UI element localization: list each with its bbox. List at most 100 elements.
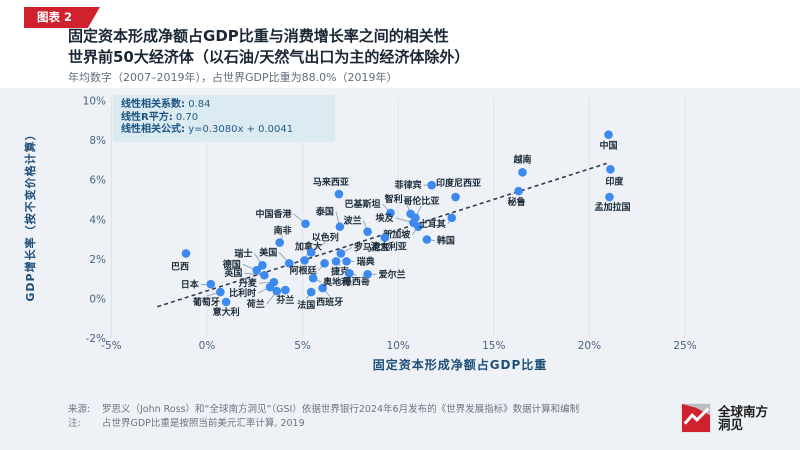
data-point-label: 英国: [223, 267, 242, 279]
data-point-label: 印度尼西亚: [436, 177, 481, 189]
data-point-label: 法国: [297, 299, 315, 311]
data-point: [345, 268, 354, 278]
data-point-label: 中国香港: [255, 208, 292, 220]
data-point-label: 比利时: [229, 287, 256, 299]
data-point: [320, 259, 329, 268]
data-point: [447, 213, 457, 223]
data-point: [514, 186, 523, 196]
data-point: [301, 219, 310, 229]
data-point-label: 罗马尼亚: [354, 242, 390, 253]
data-point: [216, 287, 225, 297]
data-point-label: 墨西哥: [343, 276, 370, 287]
data-point: [363, 269, 372, 279]
data-point-label: 瑞典: [357, 255, 375, 267]
footnotes: 来源: 罗思义（John Ross）和“全球南方洞见”（GSI）依据世界银行20…: [68, 403, 579, 430]
y-tick-label: -2%: [86, 333, 106, 345]
data-point-label: 澳大利亚: [371, 241, 407, 253]
data-point: [606, 165, 615, 174]
y-axis-title: GDP增长率（按不变价格计算）: [24, 128, 37, 302]
data-point: [413, 222, 423, 232]
data-point-label: 波兰: [344, 215, 362, 227]
data-point: [380, 233, 390, 242]
data-point-label: 哥伦比亚: [403, 195, 439, 207]
y-tick-label: 6%: [89, 175, 106, 187]
data-point: [272, 286, 282, 296]
data-point-label: 孟加拉国: [594, 201, 630, 213]
data-point: [518, 167, 527, 177]
data-point-label: 瑞士: [234, 247, 252, 259]
data-point: [281, 285, 290, 295]
data-point: [422, 235, 432, 244]
data-point: [252, 265, 262, 275]
y-tick-label: 8%: [89, 135, 106, 147]
data-point-label: 荷兰: [246, 298, 265, 310]
source-note: 来源: 罗思义（John Ross）和“全球南方洞见”（GSI）依据世界银行20…: [68, 404, 580, 415]
data-point-label: 巴西: [171, 261, 189, 272]
data-point-label: 葡萄牙: [192, 296, 220, 308]
data-point-label: 意大利: [213, 306, 240, 318]
y-tick-label: 4%: [89, 214, 106, 226]
data-point-label: 智利: [385, 193, 403, 205]
data-point-label: 芬兰: [275, 294, 294, 306]
data-point-label: 菲律宾: [395, 179, 422, 191]
y-tick-label: 10%: [83, 96, 106, 108]
data-point-label: 日本: [181, 279, 200, 291]
x-tick-label: 20%: [578, 340, 601, 352]
y-tick-label: 0%: [89, 294, 106, 306]
data-point-label: 印度: [605, 175, 624, 187]
figure-badge: 图表 2: [24, 7, 100, 28]
x-tick-label: 15%: [482, 340, 505, 352]
gsi-logo: 全球南方 洞见: [681, 403, 768, 433]
data-point: [451, 192, 460, 202]
data-point: [275, 238, 284, 247]
data-point: [386, 208, 395, 218]
stat-equation: 线性相关公式: y=0.3080x + 0.0041: [121, 124, 294, 135]
subtitle: 年均数字（2007–2019年），占世界GDP比重为88.0%（2019年）: [68, 71, 398, 84]
data-point: [334, 189, 344, 199]
data-point: [221, 297, 231, 307]
data-point-label: 西班牙: [316, 296, 343, 308]
data-point-label: 奥地利: [322, 276, 350, 288]
data-point-label: 丹麦: [239, 277, 258, 289]
data-point-label: 韩国: [437, 235, 455, 247]
data-point-label: 阿根廷: [290, 264, 318, 276]
data-point-label: 新加坡: [383, 229, 411, 241]
chart-card: [0, 88, 800, 450]
stat-correlation: 线性相关系数: 0.84: [121, 99, 211, 110]
data-point-label: 德国: [223, 258, 241, 270]
x-axis-title: 固定资本形成净额占GDP比重: [372, 358, 548, 372]
data-point-label: 中国: [600, 140, 618, 152]
data-point-label: 以色列: [312, 231, 339, 243]
data-point: [331, 257, 341, 266]
x-tick-label: 25%: [673, 340, 696, 352]
data-point: [306, 248, 316, 257]
data-point-label: 南非: [274, 225, 292, 237]
data-point: [260, 270, 269, 280]
data-point-label: 马来西亚: [313, 176, 349, 188]
data-point-label: 埃及: [375, 212, 394, 224]
title-line-2: 世界前50大经济体（以石油/天然气出口为主的经济体除外）: [68, 48, 470, 66]
data-point: [336, 249, 346, 258]
regression-stats-box: 线性相关系数: 0.84 线性R平方: 0.70 线性相关公式: y=0.308…: [113, 95, 335, 142]
gsi-logo-icon: [681, 403, 711, 433]
data-point: [342, 257, 351, 266]
data-point: [265, 282, 275, 292]
data-point-label: 捷克: [331, 265, 349, 277]
data-point: [308, 273, 318, 283]
data-point: [206, 279, 216, 289]
title-line-1: 固定资本形成净额占GDP比重与消费增长率之间的相关性: [68, 27, 449, 45]
data-point-label: 美国: [259, 246, 277, 258]
data-point: [318, 283, 327, 293]
data-point: [306, 287, 316, 297]
y-tick-label: 2%: [89, 254, 106, 266]
data-point: [258, 261, 267, 270]
stat-r-squared: 线性R平方: 0.70: [121, 111, 199, 123]
data-point-label: 巴基斯坦: [345, 198, 381, 210]
data-point: [335, 222, 345, 232]
x-tick-label: -5%: [101, 340, 121, 352]
data-point: [181, 249, 191, 258]
page-title: 固定资本形成净额占GDP比重与消费增长率之间的相关性 世界前50大经济体（以石油…: [68, 26, 768, 68]
gsi-logo-text: 全球南方 洞见: [717, 403, 768, 432]
data-point-label: 越南: [512, 153, 531, 165]
